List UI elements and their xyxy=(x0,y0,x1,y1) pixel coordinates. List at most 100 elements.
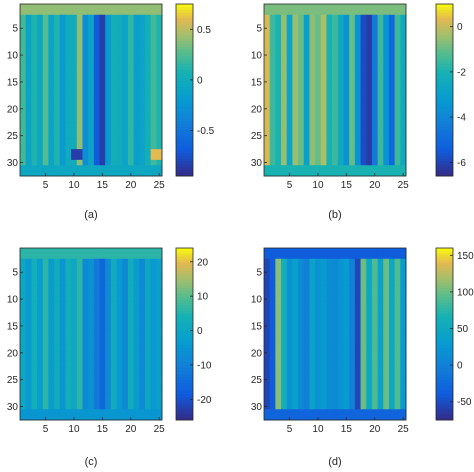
heatmap-cell xyxy=(388,159,396,166)
heatmap-cell xyxy=(292,36,299,43)
heatmap-cell xyxy=(116,30,123,37)
heatmap-cell xyxy=(292,9,299,16)
heatmap-cell xyxy=(25,116,32,123)
heatmap-cell xyxy=(315,285,322,292)
heatmap-cell xyxy=(88,63,95,69)
heatmap-cell xyxy=(281,25,288,32)
heatmap-cell xyxy=(71,301,78,308)
heatmap-cell xyxy=(99,258,106,265)
heatmap-cell xyxy=(394,90,401,96)
heatmap-cell xyxy=(54,296,61,303)
heatmap-cell xyxy=(76,73,83,80)
heatmap-cell xyxy=(326,280,333,287)
colorbar-segment xyxy=(176,101,193,105)
heatmap-cell xyxy=(303,339,310,346)
heatmap-cell xyxy=(337,36,344,43)
heatmap-cell xyxy=(286,154,293,161)
heatmap-cell xyxy=(298,159,305,166)
heatmap-cell xyxy=(54,149,61,155)
heatmap-cell xyxy=(99,57,106,64)
heatmap-cell xyxy=(292,68,299,75)
heatmap-cell xyxy=(150,393,157,399)
heatmap-cell xyxy=(349,264,356,270)
colorbar-segment xyxy=(176,253,193,257)
heatmap-cell xyxy=(20,317,27,324)
heatmap-cell xyxy=(309,95,316,102)
heatmap-cell xyxy=(71,14,78,21)
heatmap-cell xyxy=(116,79,123,86)
heatmap-cell xyxy=(320,285,327,292)
heatmap-cell xyxy=(65,90,72,96)
heatmap-cell xyxy=(286,20,293,26)
heatmap-cell xyxy=(127,301,134,308)
x-tick-label: 20 xyxy=(369,424,381,435)
heatmap-cell xyxy=(93,84,100,91)
heatmap-cell xyxy=(383,25,390,32)
heatmap-cell xyxy=(394,100,401,107)
heatmap-cell xyxy=(54,366,61,373)
heatmap-cell xyxy=(25,248,32,254)
heatmap-cell xyxy=(349,291,356,297)
heatmap-cell xyxy=(110,264,117,270)
heatmap-cell xyxy=(20,344,27,351)
heatmap-cell xyxy=(337,57,344,64)
heatmap-cell xyxy=(156,339,163,346)
heatmap-cell xyxy=(337,68,344,75)
heatmap-cell xyxy=(110,95,117,102)
heatmap-cell xyxy=(298,393,305,399)
heatmap-cell xyxy=(48,280,55,287)
y-tick-label: 25 xyxy=(251,131,263,142)
heatmap-cell xyxy=(76,382,83,389)
heatmap-cell xyxy=(366,291,373,297)
heatmap-cell xyxy=(349,339,356,346)
heatmap-cell xyxy=(298,25,305,32)
y-tick-label: 25 xyxy=(7,131,19,142)
heatmap-cell xyxy=(320,409,327,416)
heatmap-cell xyxy=(25,149,32,155)
heatmap-cell xyxy=(371,14,378,21)
heatmap-cell xyxy=(292,20,299,26)
heatmap-cell xyxy=(377,52,384,59)
heatmap-cell xyxy=(37,339,44,346)
heatmap-cell xyxy=(139,111,146,118)
heatmap-cell xyxy=(122,20,129,26)
heatmap-cell xyxy=(366,355,373,362)
heatmap-cell xyxy=(42,409,49,416)
heatmap-cell xyxy=(383,138,390,145)
heatmap-cell xyxy=(105,350,112,356)
heatmap-cell xyxy=(99,366,106,373)
heatmap-cell xyxy=(31,414,38,421)
heatmap-cell xyxy=(377,159,384,166)
heatmap-cell xyxy=(269,90,276,96)
heatmap-cell xyxy=(343,9,350,16)
heatmap-cell xyxy=(326,317,333,324)
colorbar-segment xyxy=(176,90,193,94)
heatmap-cell xyxy=(105,258,112,265)
colorbar-segment xyxy=(436,259,453,263)
heatmap-cell xyxy=(388,339,396,346)
heatmap-cell xyxy=(383,14,390,21)
heatmap-cell xyxy=(37,366,44,373)
heatmap-cell xyxy=(332,133,339,139)
heatmap-cell xyxy=(377,14,384,21)
heatmap-cell xyxy=(93,301,100,308)
heatmap-cell xyxy=(93,360,100,367)
colorbar-segment xyxy=(176,67,193,71)
heatmap-cell xyxy=(349,398,356,405)
heatmap-cell xyxy=(71,323,78,330)
heatmap-cell xyxy=(343,307,350,313)
heatmap-cell xyxy=(150,317,157,324)
colorbar-segment xyxy=(176,354,193,358)
heatmap-cell xyxy=(65,312,72,319)
heatmap-cell xyxy=(292,393,299,399)
heatmap-cell xyxy=(286,57,293,64)
heatmap-cell xyxy=(144,409,152,416)
heatmap-cell xyxy=(354,122,361,129)
heatmap-cell xyxy=(343,285,350,292)
colorbar-segment xyxy=(436,144,453,148)
heatmap-cell xyxy=(59,4,66,10)
heatmap-cell xyxy=(269,100,276,107)
heatmap-cell xyxy=(332,360,339,367)
heatmap-cell xyxy=(394,344,401,351)
heatmap-cell xyxy=(292,111,299,118)
